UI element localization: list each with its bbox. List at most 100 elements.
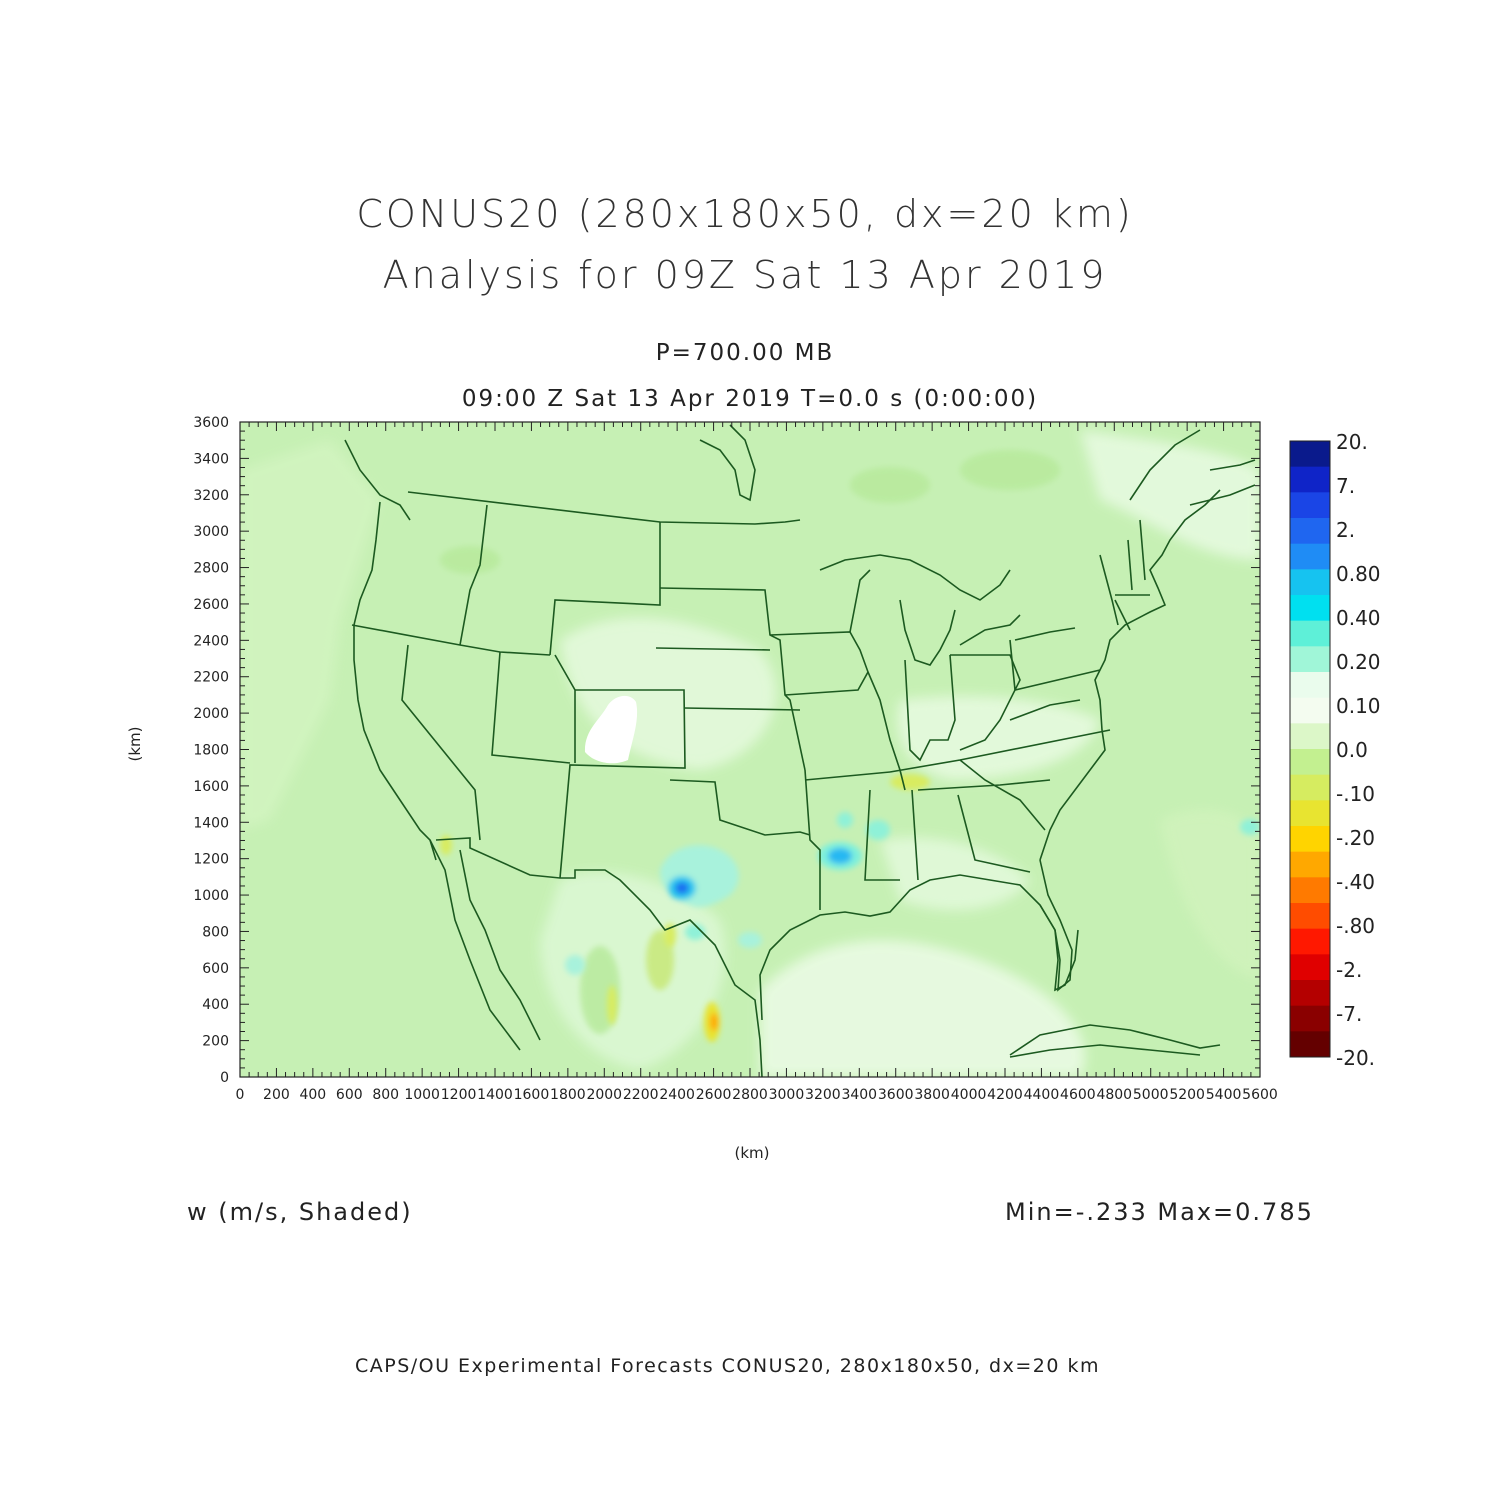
- x-tick-label: 4800: [1096, 1087, 1132, 1103]
- analysis-title: Analysis for 09Z Sat 13 Apr 2019: [382, 253, 1108, 297]
- x-tick-label: 0: [236, 1087, 245, 1103]
- min-max-label: Min=-.233 Max=0.785: [1005, 1198, 1314, 1226]
- y-tick-label: 0: [220, 1070, 229, 1086]
- y-tick-label: 2000: [193, 706, 229, 722]
- colorbar-swatch: [1290, 980, 1330, 1007]
- colorbar-label: 0.40: [1336, 606, 1381, 630]
- x-tick-label: 2200: [623, 1087, 659, 1103]
- x-tick-label: 2600: [696, 1087, 732, 1103]
- x-tick-label: 1800: [550, 1087, 586, 1103]
- x-tick-label: 200: [263, 1087, 290, 1103]
- colorbar-swatch: [1290, 800, 1330, 827]
- x-tick-label: 2800: [732, 1087, 768, 1103]
- colorbar-swatch: [1290, 749, 1330, 776]
- colorbar-swatch: [1290, 928, 1330, 955]
- colorbar-label: 20.: [1336, 430, 1368, 454]
- y-tick-label: 2600: [193, 597, 229, 613]
- colorbar-swatch: [1290, 723, 1330, 750]
- colorbar-label: -.20: [1336, 826, 1375, 850]
- x-tick-label: 800: [372, 1087, 399, 1103]
- x-tick-label: 1600: [514, 1087, 550, 1103]
- colorbar-swatch: [1290, 877, 1330, 904]
- colorbar-labels: 20. 7. 2. 0.80 0.40 0.20 0.10 0.0 -.10 -.20 -.40 -.…: [1336, 430, 1381, 1070]
- y-tick-label: 1800: [193, 743, 229, 759]
- colorbar-swatch: [1290, 826, 1330, 853]
- x-tick-label: 3600: [878, 1087, 914, 1103]
- colorbar-label: -.40: [1336, 870, 1375, 894]
- x-tick-label: 4200: [987, 1087, 1023, 1103]
- shading-layer: [240, 430, 1260, 1077]
- y-tick-label: 1400: [193, 815, 229, 831]
- x-tick-label: 2400: [659, 1087, 695, 1103]
- x-tick-label: 1000: [404, 1087, 440, 1103]
- colorbar-label: 2.: [1336, 518, 1355, 542]
- variable-label: w (m/s, Shaded): [187, 1198, 413, 1226]
- x-tick-labels: 0 200 400 600 800 1000 1200 1400 1600 1800 2000 220…: [236, 1087, 1278, 1103]
- y-tick-label: 2800: [193, 561, 229, 577]
- y-tick-label: 1000: [193, 888, 229, 904]
- colorbar-swatch: [1290, 1005, 1330, 1032]
- y-tick-labels: 0 200 400 600 800 1000 1200 1400 1600 1800 2000 220…: [193, 415, 229, 1086]
- colorbar: [1289, 440, 1331, 1058]
- x-tick-label: 1200: [441, 1087, 477, 1103]
- x-tick-label: 600: [336, 1087, 363, 1103]
- main-title: CONUS20 (280x180x50, dx=20 km): [356, 192, 1134, 236]
- state-borders: [344, 424, 1256, 1077]
- colorbar-label: -20.: [1336, 1046, 1375, 1070]
- colorbar-swatch: [1290, 903, 1330, 930]
- x-tick-label: 5400: [1206, 1087, 1242, 1103]
- y-tick-label: 3600: [193, 415, 229, 431]
- y-tick-label: 200: [202, 1034, 229, 1050]
- colorbar-label: -7.: [1336, 1002, 1362, 1026]
- colorbar-label: 0.80: [1336, 562, 1381, 586]
- y-axis-unit: (km): [126, 726, 144, 762]
- colorbar-label: 0.0: [1336, 738, 1368, 762]
- colorbar-swatch: [1290, 1031, 1330, 1058]
- colorbar-label: -.80: [1336, 914, 1375, 938]
- y-tick-label: 800: [202, 924, 229, 940]
- x-tick-label: 5000: [1133, 1087, 1169, 1103]
- colorbar-swatch: [1290, 466, 1330, 493]
- colorbar-swatch: [1290, 492, 1330, 519]
- footer-credit: CAPS/OU Experimental Forecasts CONUS20, …: [354, 1355, 1101, 1377]
- x-tick-label: 4400: [1024, 1087, 1060, 1103]
- colorbar-swatch: [1290, 518, 1330, 545]
- y-tick-label: 2400: [193, 633, 229, 649]
- y-tick-label: 600: [202, 961, 229, 977]
- y-tick-label: 1200: [193, 852, 229, 868]
- y-tick-label: 1600: [193, 779, 229, 795]
- colorbar-swatch: [1290, 646, 1330, 673]
- x-tick-label: 3000: [769, 1087, 805, 1103]
- valid-time: 09:00 Z Sat 13 Apr 2019 T=0.0 s (0:00:00…: [461, 386, 1039, 412]
- x-tick-label: 3800: [914, 1087, 950, 1103]
- x-axis-unit: (km): [734, 1144, 770, 1162]
- y-tick-label: 400: [202, 997, 229, 1013]
- x-tick-label: 3200: [805, 1087, 841, 1103]
- colorbar-frame: [1289, 440, 1331, 1058]
- colorbar-label: 7.: [1336, 474, 1355, 498]
- x-tick-label: 5200: [1169, 1087, 1205, 1103]
- x-tick-label: 4600: [1060, 1087, 1096, 1103]
- colorbar-label: 0.20: [1336, 650, 1381, 674]
- colorbar-label: -.10: [1336, 782, 1375, 806]
- x-tick-label: 5600: [1242, 1087, 1278, 1103]
- colorbar-label: -2.: [1336, 958, 1362, 982]
- white-patch: [584, 695, 638, 764]
- colorbar-swatch: [1290, 620, 1330, 647]
- colorbar-swatch: [1290, 697, 1330, 724]
- colorbar-swatch: [1290, 954, 1330, 981]
- colorbar-swatch: [1290, 569, 1330, 596]
- colorbar-swatch: [1290, 774, 1330, 801]
- x-tick-label: 4000: [951, 1087, 987, 1103]
- x-tick-label: 2000: [586, 1087, 622, 1103]
- colorbar-swatch: [1290, 672, 1330, 699]
- colorbar-swatch: [1290, 441, 1330, 468]
- x-tick-label: 400: [299, 1087, 326, 1103]
- colorbar-swatch: [1290, 851, 1330, 878]
- colorbar-swatch: [1290, 543, 1330, 570]
- map-background: [240, 422, 1260, 1077]
- y-tick-label: 3200: [193, 488, 229, 504]
- colorbar-swatch: [1290, 595, 1330, 622]
- x-tick-label: 1400: [477, 1087, 513, 1103]
